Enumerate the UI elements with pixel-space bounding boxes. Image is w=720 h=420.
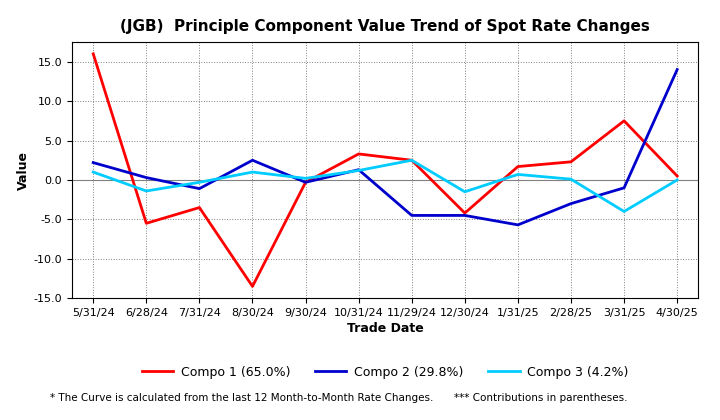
Compo 2 (29.8%) <box>248 158 257 163</box>
X-axis label: Trade Date: Trade Date <box>347 322 423 335</box>
Compo 2 (29.8%) <box>354 167 363 172</box>
Compo 2 (29.8%) <box>673 67 682 72</box>
Compo 2 (29.8%) <box>195 186 204 191</box>
Compo 2 (29.8%) <box>301 180 310 185</box>
Compo 1 (65.0%) <box>301 180 310 185</box>
Compo 1 (65.0%) <box>567 159 575 164</box>
Compo 3 (4.2%) <box>461 189 469 194</box>
Compo 2 (29.8%) <box>461 213 469 218</box>
Compo 3 (4.2%) <box>354 168 363 173</box>
Line: Compo 1 (65.0%): Compo 1 (65.0%) <box>93 54 678 286</box>
Compo 1 (65.0%) <box>195 205 204 210</box>
Text: *** Contributions in parentheses.: *** Contributions in parentheses. <box>454 393 627 403</box>
Compo 1 (65.0%) <box>461 210 469 215</box>
Compo 3 (4.2%) <box>142 189 150 194</box>
Compo 1 (65.0%) <box>620 118 629 123</box>
Compo 3 (4.2%) <box>89 170 97 175</box>
Compo 2 (29.8%) <box>567 201 575 206</box>
Compo 2 (29.8%) <box>142 175 150 180</box>
Text: * The Curve is calculated from the last 12 Month-to-Month Rate Changes.: * The Curve is calculated from the last … <box>50 393 433 403</box>
Compo 3 (4.2%) <box>513 172 522 177</box>
Compo 1 (65.0%) <box>142 221 150 226</box>
Title: (JGB)  Principle Component Value Trend of Spot Rate Changes: (JGB) Principle Component Value Trend of… <box>120 19 650 34</box>
Compo 2 (29.8%) <box>89 160 97 165</box>
Compo 2 (29.8%) <box>513 222 522 227</box>
Y-axis label: Value: Value <box>17 151 30 189</box>
Compo 1 (65.0%) <box>248 284 257 289</box>
Compo 1 (65.0%) <box>513 164 522 169</box>
Line: Compo 3 (4.2%): Compo 3 (4.2%) <box>93 160 678 212</box>
Compo 1 (65.0%) <box>354 152 363 157</box>
Compo 3 (4.2%) <box>408 158 416 163</box>
Compo 1 (65.0%) <box>89 51 97 56</box>
Compo 3 (4.2%) <box>620 209 629 214</box>
Compo 3 (4.2%) <box>195 180 204 185</box>
Compo 3 (4.2%) <box>567 177 575 182</box>
Legend: Compo 1 (65.0%), Compo 2 (29.8%), Compo 3 (4.2%): Compo 1 (65.0%), Compo 2 (29.8%), Compo … <box>137 361 634 384</box>
Compo 3 (4.2%) <box>248 170 257 175</box>
Compo 1 (65.0%) <box>673 173 682 178</box>
Compo 3 (4.2%) <box>673 177 682 182</box>
Line: Compo 2 (29.8%): Compo 2 (29.8%) <box>93 70 678 225</box>
Compo 3 (4.2%) <box>301 176 310 181</box>
Compo 2 (29.8%) <box>620 185 629 190</box>
Compo 2 (29.8%) <box>408 213 416 218</box>
Compo 1 (65.0%) <box>408 158 416 163</box>
